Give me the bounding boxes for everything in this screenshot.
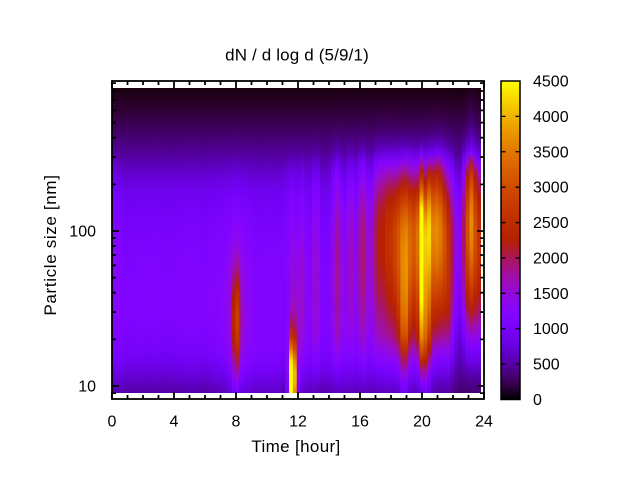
svg-text:2000: 2000	[533, 250, 569, 267]
svg-text:Particle size [nm]: Particle size [nm]	[41, 174, 60, 315]
svg-text:4500: 4500	[533, 74, 569, 91]
svg-text:8: 8	[232, 414, 241, 431]
svg-text:0: 0	[108, 414, 117, 431]
svg-text:1000: 1000	[533, 321, 569, 338]
svg-text:100: 100	[69, 224, 96, 241]
svg-text:24: 24	[475, 414, 493, 431]
svg-text:4: 4	[170, 414, 179, 431]
svg-text:3000: 3000	[533, 180, 569, 197]
svg-text:2500: 2500	[533, 215, 569, 232]
svg-text:3500: 3500	[533, 144, 569, 161]
svg-text:0: 0	[533, 392, 542, 409]
svg-text:1500: 1500	[533, 286, 569, 303]
svg-text:16: 16	[351, 414, 369, 431]
svg-text:10: 10	[78, 379, 96, 396]
svg-text:dN / d log d (5/9/1): dN / d log d (5/9/1)	[225, 46, 369, 65]
svg-text:500: 500	[533, 357, 560, 374]
svg-text:20: 20	[413, 414, 431, 431]
svg-text:12: 12	[289, 414, 307, 431]
svg-text:Time [hour]: Time [hour]	[251, 437, 340, 456]
svg-text:4000: 4000	[533, 109, 569, 126]
